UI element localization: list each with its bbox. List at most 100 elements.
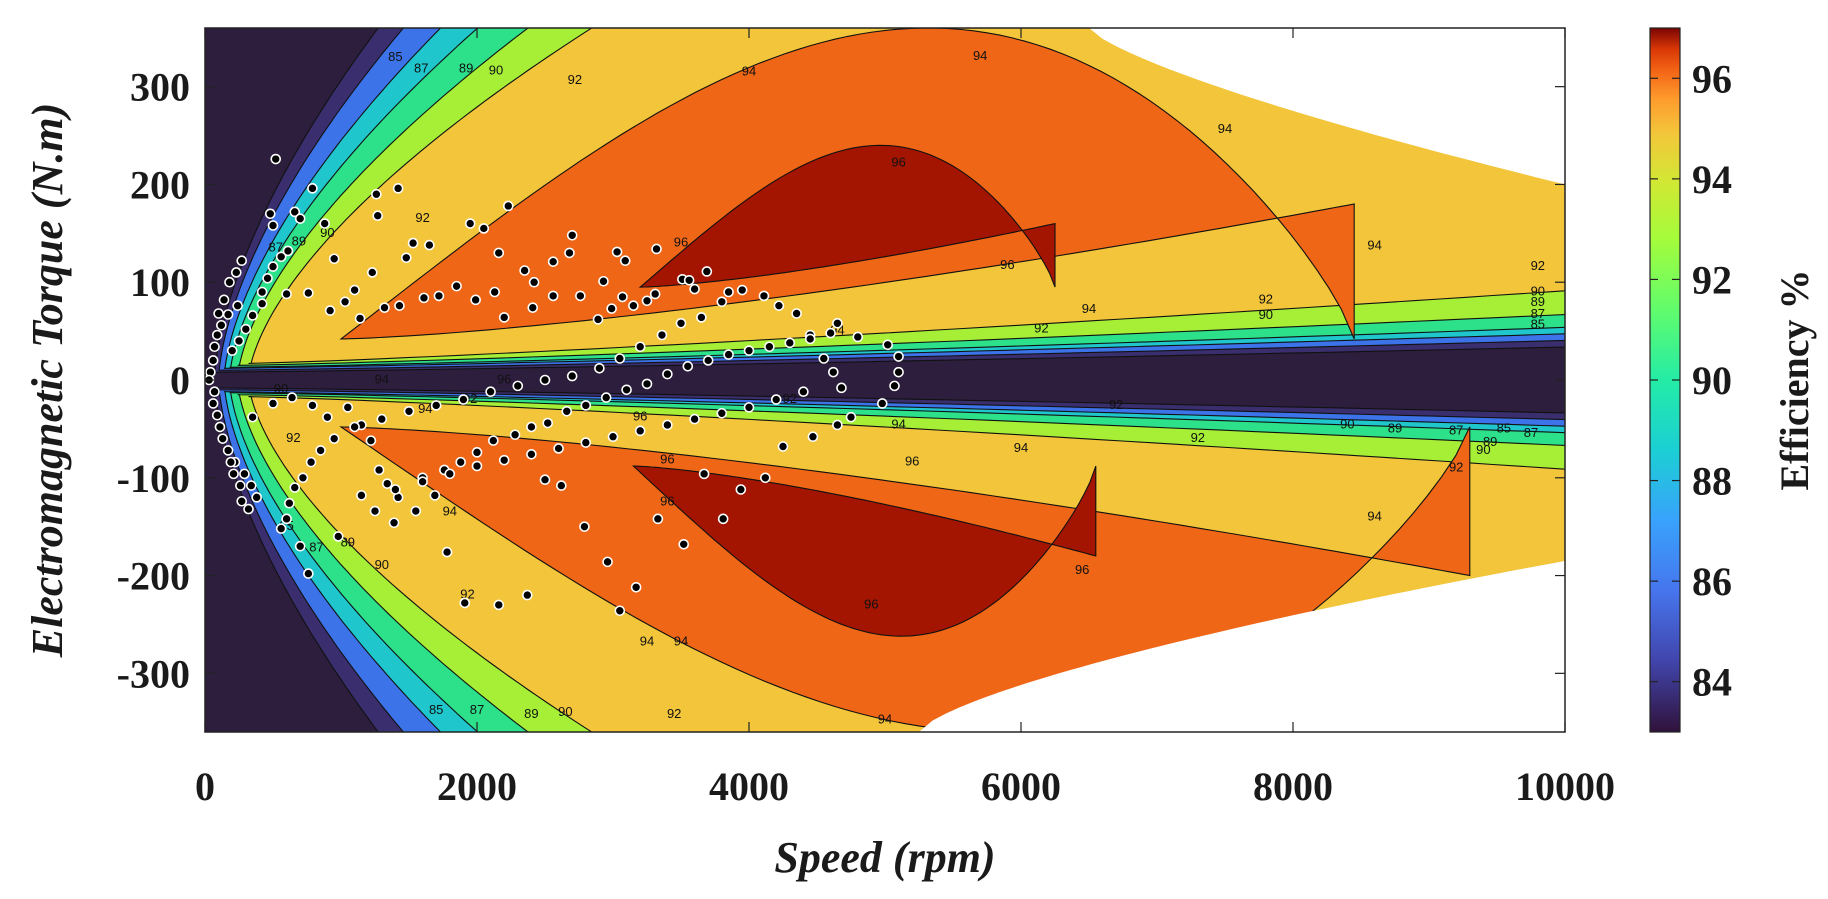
colorbar-tick-label: 90 [1692, 358, 1732, 403]
operating-point [349, 421, 360, 433]
contour-label: 89 [1531, 294, 1545, 309]
operating-point [418, 292, 430, 304]
operating-point [758, 290, 770, 302]
contour-label: 94 [1218, 121, 1232, 136]
contour-label: 92 [1034, 321, 1048, 336]
operating-point [381, 478, 393, 489]
operating-point [818, 353, 830, 364]
y-tick-label: 300 [130, 65, 190, 110]
operating-point [630, 581, 642, 593]
x-tick-label: 4000 [709, 764, 789, 809]
operating-point [743, 402, 755, 413]
operating-point [798, 386, 809, 398]
operating-point [224, 276, 235, 288]
y-tick-label: -100 [117, 456, 190, 501]
operating-point [641, 295, 653, 307]
operating-point [641, 378, 653, 390]
contour-label: 94 [1367, 508, 1381, 523]
colorbar-tick-label: 92 [1692, 257, 1732, 302]
operating-point [275, 251, 287, 263]
contour-label: 92 [286, 430, 300, 445]
operating-point [430, 400, 442, 411]
operating-point [225, 456, 237, 468]
operating-point [832, 317, 843, 329]
operating-point [628, 300, 639, 311]
y-tick-label: 0 [170, 358, 190, 403]
operating-point [369, 505, 381, 517]
operating-point [832, 419, 843, 431]
contour-label: 89 [1388, 420, 1402, 435]
operating-point [564, 247, 575, 259]
operating-point [366, 267, 378, 278]
operating-point [522, 589, 533, 601]
operating-point [267, 220, 279, 231]
contour-label: 94 [418, 401, 432, 416]
operating-point [322, 411, 333, 423]
operating-point [307, 400, 318, 411]
operating-point [828, 366, 839, 378]
operating-point [459, 597, 471, 609]
contour-label: 92 [1259, 291, 1273, 306]
operating-point [328, 253, 340, 265]
operating-point [662, 419, 673, 431]
operating-point [600, 392, 612, 403]
operating-point [617, 291, 628, 303]
operating-point [702, 355, 714, 366]
operating-point [528, 276, 540, 288]
operating-point [444, 468, 456, 480]
colorbar: 96 94 92 90 88 86 84 Efficiency % [1649, 27, 1817, 733]
operating-point [547, 290, 559, 302]
operating-point [716, 296, 728, 308]
contour-label: 87 [1524, 425, 1538, 440]
operating-point [743, 345, 755, 356]
operating-point [519, 265, 530, 276]
operating-point [634, 341, 646, 353]
operating-point [247, 310, 258, 321]
contour-label: 96 [674, 235, 688, 250]
operating-point [390, 484, 401, 495]
operating-point [267, 261, 279, 272]
operating-point [498, 454, 510, 466]
operating-point [760, 472, 771, 484]
operating-point [372, 210, 384, 222]
contour-label: 87 [470, 702, 484, 717]
operating-point [579, 521, 590, 532]
contour-label: 90 [1259, 307, 1273, 322]
operating-point [371, 188, 382, 200]
operating-point [236, 495, 248, 507]
operating-point [580, 437, 592, 448]
operating-point [394, 300, 405, 311]
operating-point [723, 349, 734, 360]
operating-point [682, 361, 694, 372]
operating-point [598, 275, 609, 287]
operating-point [218, 294, 230, 306]
contour-label: 90 [1476, 442, 1490, 457]
operating-point [222, 309, 234, 320]
operating-point [889, 380, 900, 392]
y-axis: 300 200 100 0 -100 -200 -300 [117, 65, 1565, 696]
operating-point [566, 370, 578, 382]
operating-point [388, 517, 400, 529]
operating-point [424, 239, 435, 251]
operating-point [526, 449, 537, 460]
efficiency-region-96-motoring [638, 144, 1056, 288]
contour-label: 96 [660, 494, 674, 509]
operating-point [400, 252, 412, 264]
contour-label: 87 [268, 239, 282, 254]
operating-point [556, 480, 567, 491]
contour-label: 87 [309, 540, 323, 555]
operating-point [407, 237, 419, 249]
contour-label: 94 [1082, 301, 1096, 316]
operating-point [303, 287, 314, 299]
operating-point [539, 374, 551, 386]
operating-point [791, 308, 802, 319]
y-tick-label: 200 [130, 162, 190, 207]
operating-point [696, 312, 707, 323]
operating-point [876, 398, 888, 409]
operating-point [349, 284, 360, 296]
contour-label: 92 [568, 72, 582, 87]
contour-label: 89 [524, 706, 538, 721]
operating-point [239, 468, 250, 480]
contour-label: 90 [274, 381, 288, 396]
